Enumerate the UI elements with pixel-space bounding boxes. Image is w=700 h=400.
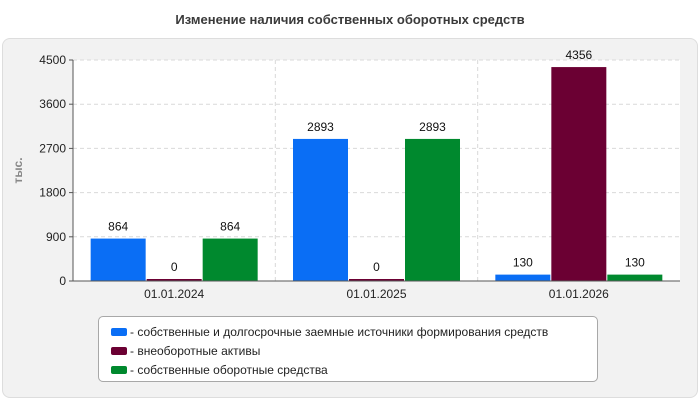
y-tick-label: 0 bbox=[59, 274, 66, 288]
data-label: 864 bbox=[108, 220, 128, 234]
data-label: 0 bbox=[171, 260, 178, 274]
bar bbox=[551, 67, 607, 282]
legend-swatch-icon bbox=[111, 346, 127, 355]
y-tick-label: 2700 bbox=[39, 141, 66, 155]
chart-legend: - собственные и долгосрочные заемные ист… bbox=[98, 316, 598, 382]
y-tick-label: 1800 bbox=[39, 186, 66, 200]
bar bbox=[293, 138, 348, 281]
x-tick-label: 01.01.2025 bbox=[346, 287, 406, 301]
data-label: 2893 bbox=[419, 120, 446, 134]
chart-title: Изменение наличия собственных оборотных … bbox=[175, 12, 525, 27]
bar bbox=[495, 274, 551, 281]
x-tick-label: 01.01.2026 bbox=[549, 287, 609, 301]
bar bbox=[405, 138, 460, 281]
data-label: 2893 bbox=[307, 120, 334, 134]
y-axis-label: тыс. bbox=[11, 157, 25, 183]
y-tick-label: 4500 bbox=[39, 53, 66, 67]
legend-item-noncurrent-assets: - внеоборотные активы bbox=[111, 341, 597, 360]
data-label: 864 bbox=[220, 220, 240, 234]
legend-item-sources: - собственные и долгосрочные заемные ист… bbox=[111, 322, 597, 341]
legend-label: - внеоборотные активы bbox=[130, 343, 261, 358]
legend-item-working-capital: - собственные оборотные средства bbox=[111, 360, 597, 379]
bar bbox=[349, 279, 404, 281]
data-label: 0 bbox=[373, 260, 380, 274]
legend-swatch-icon bbox=[111, 365, 127, 374]
y-tick-label: 900 bbox=[46, 230, 66, 244]
bar bbox=[90, 238, 146, 281]
data-label: 130 bbox=[625, 256, 645, 270]
x-tick-label: 01.01.2024 bbox=[144, 287, 204, 301]
y-tick-label: 3600 bbox=[39, 97, 66, 111]
bar bbox=[202, 238, 258, 281]
data-label: 130 bbox=[513, 256, 533, 270]
legend-label: - собственные оборотные средства bbox=[130, 362, 328, 377]
legend-swatch-icon bbox=[111, 327, 127, 336]
legend-label: - собственные и долгосрочные заемные ист… bbox=[130, 324, 549, 339]
bar bbox=[607, 274, 663, 281]
bar bbox=[146, 279, 202, 281]
data-label: 4356 bbox=[565, 48, 592, 62]
